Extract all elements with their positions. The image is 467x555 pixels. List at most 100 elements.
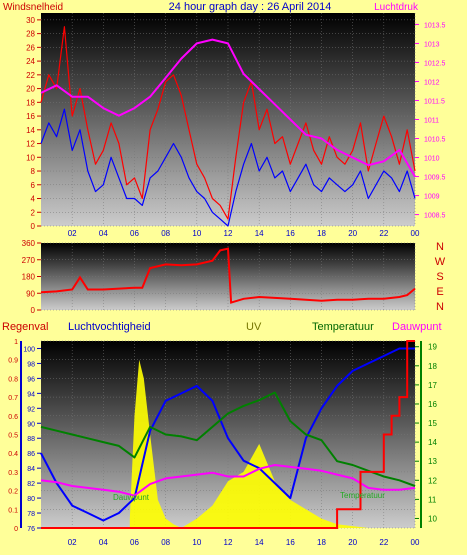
pressure-series-line: [40, 38, 416, 178]
direction-y-tick-label: 360: [22, 239, 36, 248]
x-tick-label: 02: [68, 538, 77, 547]
humidity-y-tick-label: 100: [23, 346, 35, 353]
direction-y-tick-label: 270: [22, 256, 36, 265]
wind-y-tick-label: 0: [31, 222, 36, 231]
x-tick-label: 06: [130, 538, 139, 547]
direction-series-line: [40, 247, 416, 304]
temp-y-tick-label: 15: [428, 419, 437, 428]
direction-y-tick-label: 180: [22, 273, 36, 282]
humidity-y-tick-label: 78: [27, 511, 35, 518]
x-tick-label: 08: [161, 229, 170, 238]
x-tick-label: 10: [192, 229, 201, 238]
humidity-axis-title: Luchtvochtigheid: [68, 321, 151, 333]
wind-y-tick-label: 28: [26, 30, 35, 39]
x-tick-label: 16: [286, 538, 295, 547]
humidity-series-line: [40, 347, 415, 522]
pressure-y-tick-label: 1009: [424, 194, 440, 201]
x-tick-label: 00: [411, 229, 420, 238]
rain-axis-title: Regenval: [2, 321, 48, 333]
compass-label: N: [436, 301, 444, 313]
pressure-y-tick-label: 1010.5: [424, 137, 446, 144]
rain-y-tick-label: 0.7: [8, 395, 18, 402]
x-tick-label: 04: [99, 538, 108, 547]
pressure-y-tick-label: 1013.5: [424, 22, 446, 29]
wind-y-tick-label: 2: [31, 208, 36, 217]
x-tick-label: 04: [99, 229, 108, 238]
humidity-y-tick-label: 80: [27, 496, 35, 503]
humidity-y-tick-label: 86: [27, 451, 35, 458]
temp-y-tick-label: 13: [428, 457, 437, 466]
x-tick-label: 20: [348, 229, 357, 238]
wind-y-tick-label: 8: [31, 167, 36, 176]
temperature-axis-title: Temperatuur: [312, 321, 374, 333]
x-tick-label: 14: [255, 229, 264, 238]
humidity-y-tick-label: 84: [27, 466, 35, 473]
compass-label: N: [436, 241, 444, 253]
temperature-inline-label: Temperatuur: [340, 491, 385, 500]
temp-y-tick-label: 10: [428, 514, 437, 523]
direction-y-tick-label: 90: [26, 289, 35, 298]
humidity-y-tick-label: 92: [27, 406, 35, 413]
pressure-y-tick-label: 1011.5: [424, 98, 445, 105]
x-tick-label: 20: [348, 538, 357, 547]
wind-y-tick-label: 6: [31, 181, 36, 190]
rain-y-tick-label: 0.3: [8, 470, 18, 477]
dewpoint-inline-label: Dauwpunt: [113, 493, 150, 502]
temp-y-tick-label: 16: [428, 400, 437, 409]
compass-label: S: [436, 271, 443, 283]
wind-series-line: [40, 108, 416, 227]
compass-label: E: [436, 286, 443, 298]
x-tick-label: 12: [224, 229, 233, 238]
temp-y-tick-label: 11: [428, 495, 437, 504]
wind-y-tick-label: 22: [26, 71, 35, 80]
wind-y-tick-label: 16: [26, 112, 35, 121]
x-tick-label: 00: [411, 538, 420, 547]
pressure-axis-title: Luchtdruk: [374, 2, 419, 13]
pressure-y-tick-label: 1011: [424, 118, 439, 125]
rain-y-tick-label: 0.9: [8, 358, 18, 365]
humidity-y-tick-label: 76: [27, 526, 35, 533]
wind-y-tick-label: 26: [26, 43, 35, 52]
wind-y-tick-label: 18: [26, 98, 35, 107]
humidity-y-tick-label: 98: [27, 361, 35, 368]
x-tick-label: 14: [255, 538, 264, 547]
humidity-y-tick-label: 94: [27, 391, 35, 398]
wind-y-tick-label: 12: [26, 140, 35, 149]
temp-y-tick-label: 18: [428, 362, 437, 371]
gust-series-line: [40, 26, 416, 220]
compass-label: W: [435, 256, 446, 268]
humidity-y-tick-label: 88: [27, 436, 35, 443]
x-tick-label: 02: [68, 229, 77, 238]
wind-y-tick-label: 14: [26, 126, 35, 135]
wind-y-tick-label: 24: [26, 57, 35, 66]
x-tick-label: 10: [192, 538, 201, 547]
rain-humidity-temp-panel: 0 0.1 0.2 0.3 0.4 0.5 0.6 0.7 0.8 0.9 1 76 78 80 82 84…: [8, 339, 437, 547]
rain-y-tick-label: 0.8: [8, 376, 18, 383]
x-tick-label: 18: [317, 538, 326, 547]
x-tick-label: 12: [224, 538, 233, 547]
wind-y-tick-label: 4: [31, 195, 36, 204]
rain-y-tick-label: 0.1: [8, 507, 18, 514]
x-tick-label: 22: [379, 229, 388, 238]
rain-y-tick-label: 1: [14, 339, 18, 346]
x-tick-label: 06: [130, 229, 139, 238]
rain-series-line: [41, 340, 415, 529]
wind-y-tick-label: 30: [26, 16, 35, 25]
pressure-y-tick-label: 1008.5: [424, 213, 446, 220]
pressure-y-tick-label: 1012.5: [424, 60, 446, 67]
uv-area: [129, 359, 416, 528]
wind-y-tick-label: 10: [26, 153, 35, 162]
humidity-y-tick-label: 96: [27, 376, 35, 383]
humidity-y-tick-label: 90: [27, 421, 35, 428]
rain-y-tick-label: 0.2: [8, 489, 18, 496]
x-tick-label: 16: [286, 229, 295, 238]
direction-y-tick-label: 0: [31, 306, 36, 315]
x-tick-label: 18: [317, 229, 326, 238]
pressure-y-tick-label: 1012: [424, 79, 440, 86]
x-tick-label: 08: [161, 538, 170, 547]
rain-y-tick-label: 0: [14, 526, 18, 533]
pressure-y-tick-label: 1013: [424, 41, 440, 48]
